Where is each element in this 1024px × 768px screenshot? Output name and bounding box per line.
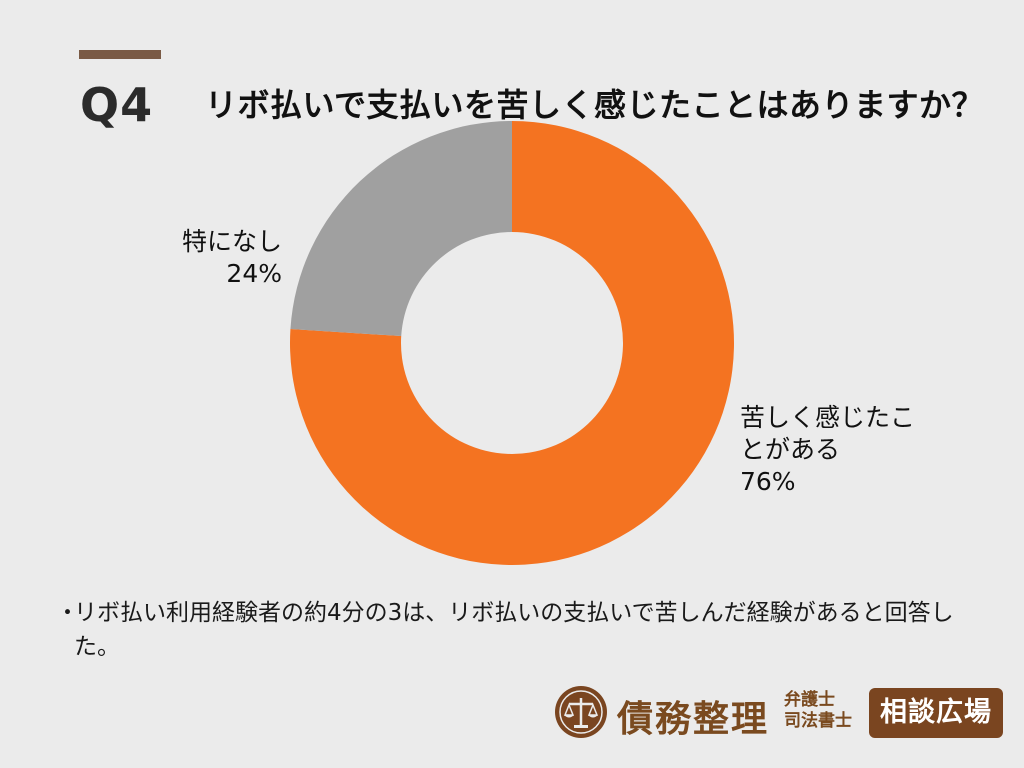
slice-none <box>290 121 512 337</box>
slice-label-hard-name-line2: とがある <box>740 435 841 464</box>
brand-logo: 債務整理 弁護士 司法書士 相談広場 <box>553 684 1008 746</box>
logo-box-text: 相談広場 <box>869 688 1003 738</box>
slice-label-hard-name-line1: 苦しく感じたこ <box>740 403 916 432</box>
slice-label-hard-value: 76% <box>740 467 796 496</box>
slice-hard <box>289 121 734 565</box>
logo-sub-text: 弁護士 司法書士 <box>784 690 852 732</box>
question-title: リボ払いで支払いを苦しく感じたことはありますか？ <box>205 86 985 124</box>
accent-bar <box>79 50 161 59</box>
slice-label-none-name: 特になし <box>181 227 282 256</box>
scales-of-justice-icon <box>555 686 607 738</box>
note-text: リボ払い利用経験者の約4分の3は、リボ払いの支払いで苦しんだ経験があると回答した… <box>74 600 954 660</box>
summary-note: ・ リボ払い利用経験者の約4分の3は、リボ払いの支払いで苦しんだ経験があると回答… <box>56 596 986 664</box>
slice-label-hard: 苦しく感じたこ とがある 76% <box>740 402 940 498</box>
logo-main-text: 債務整理 <box>617 699 770 740</box>
note-bullet: ・ <box>56 600 79 626</box>
slice-label-none: 特になし 24% <box>160 226 282 290</box>
slice-label-none-value: 24% <box>226 259 282 288</box>
question-number: Q4 <box>80 78 154 132</box>
logo-sub-line2: 司法書士 <box>784 711 852 731</box>
logo-sub-line1: 弁護士 <box>784 690 835 710</box>
